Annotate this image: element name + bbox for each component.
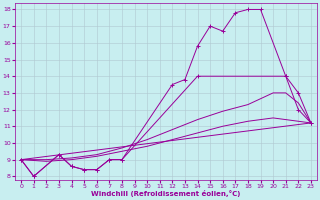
X-axis label: Windchill (Refroidissement éolien,°C): Windchill (Refroidissement éolien,°C) xyxy=(91,190,241,197)
